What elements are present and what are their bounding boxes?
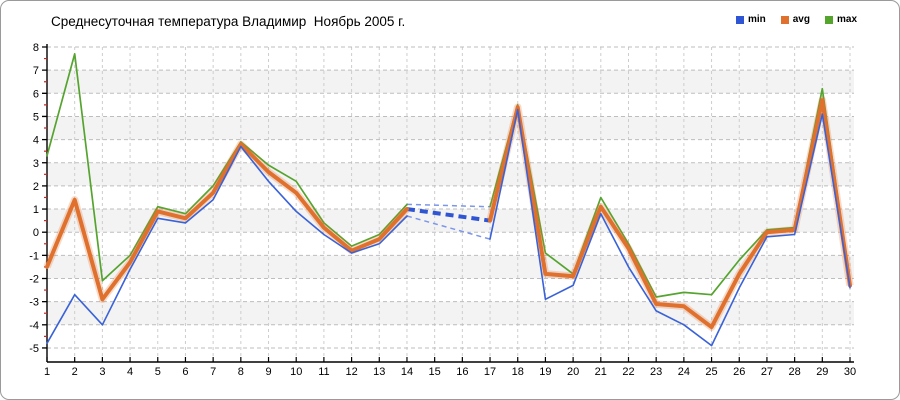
svg-text:4: 4 [127, 366, 133, 378]
svg-text:24: 24 [678, 366, 690, 378]
legend-item-max: max [824, 14, 857, 25]
legend: min avg max [735, 14, 857, 25]
svg-text:29: 29 [816, 366, 828, 378]
axes [46, 44, 854, 363]
svg-text:1: 1 [44, 366, 50, 378]
series-min-line [46, 108, 851, 347]
svg-text:-5: -5 [29, 343, 39, 355]
chart-title: Среднесуточная температура Владимир Нояб… [51, 14, 406, 29]
svg-text:5: 5 [33, 111, 39, 123]
legend-item-min: min [735, 14, 766, 25]
y-axis-minor-ticks [44, 57, 47, 337]
svg-text:2: 2 [72, 366, 78, 378]
series-max-line [46, 53, 851, 298]
svg-text:7: 7 [33, 65, 39, 77]
svg-text:30: 30 [844, 366, 856, 378]
svg-text:18: 18 [512, 366, 524, 378]
svg-text:-4: -4 [29, 320, 39, 332]
plot-bands [47, 70, 854, 325]
svg-text:8: 8 [238, 366, 244, 378]
svg-text:14: 14 [401, 366, 413, 378]
svg-text:27: 27 [761, 366, 773, 378]
svg-text:9: 9 [265, 366, 271, 378]
legend-swatch-max-icon [824, 15, 833, 24]
svg-text:17: 17 [484, 366, 496, 378]
svg-text:12: 12 [345, 366, 357, 378]
svg-text:11: 11 [318, 366, 329, 378]
svg-text:3: 3 [33, 158, 39, 170]
legend-label-avg: avg [792, 14, 810, 25]
horizontal-gridlines [47, 46, 854, 349]
svg-text:13: 13 [373, 366, 385, 378]
svg-text:0: 0 [33, 227, 39, 239]
legend-item-avg: avg [780, 14, 810, 25]
svg-text:7: 7 [210, 366, 216, 378]
svg-text:-3: -3 [29, 297, 39, 309]
svg-text:16: 16 [456, 366, 468, 378]
svg-text:20: 20 [567, 366, 579, 378]
svg-text:26: 26 [733, 366, 745, 378]
svg-text:21: 21 [595, 366, 607, 378]
svg-text:3: 3 [99, 366, 105, 378]
svg-text:6: 6 [33, 88, 39, 100]
svg-text:19: 19 [539, 366, 551, 378]
legend-swatch-avg-icon [780, 15, 789, 24]
svg-text:1: 1 [33, 204, 39, 216]
y-axis-ticks: 8 7 6 5 4 3 2 1 0 -1 -2 -3 -4 -5 [29, 42, 47, 355]
svg-text:6: 6 [182, 366, 188, 378]
svg-text:-1: -1 [29, 250, 39, 262]
svg-text:2: 2 [33, 181, 39, 193]
legend-label-min: min [747, 14, 766, 25]
legend-label-max: max [836, 14, 857, 25]
x-axis-ticks: 1 2 3 4 5 6 7 8 9 10 11 12 13 14 15 16 17 18 19 20 21 22 23 24 2… [44, 357, 856, 378]
legend-swatch-min-icon [735, 15, 744, 24]
svg-text:5: 5 [155, 366, 161, 378]
svg-text:25: 25 [705, 366, 717, 378]
svg-text:28: 28 [789, 366, 801, 378]
svg-text:10: 10 [290, 366, 302, 378]
svg-text:4: 4 [33, 135, 39, 147]
svg-text:-2: -2 [29, 274, 39, 286]
svg-text:8: 8 [33, 42, 39, 54]
svg-text:23: 23 [650, 366, 662, 378]
svg-text:22: 22 [622, 366, 634, 378]
svg-text:15: 15 [429, 366, 441, 378]
series-avg-line [43, 96, 854, 331]
missing-data-bridge [406, 203, 491, 240]
